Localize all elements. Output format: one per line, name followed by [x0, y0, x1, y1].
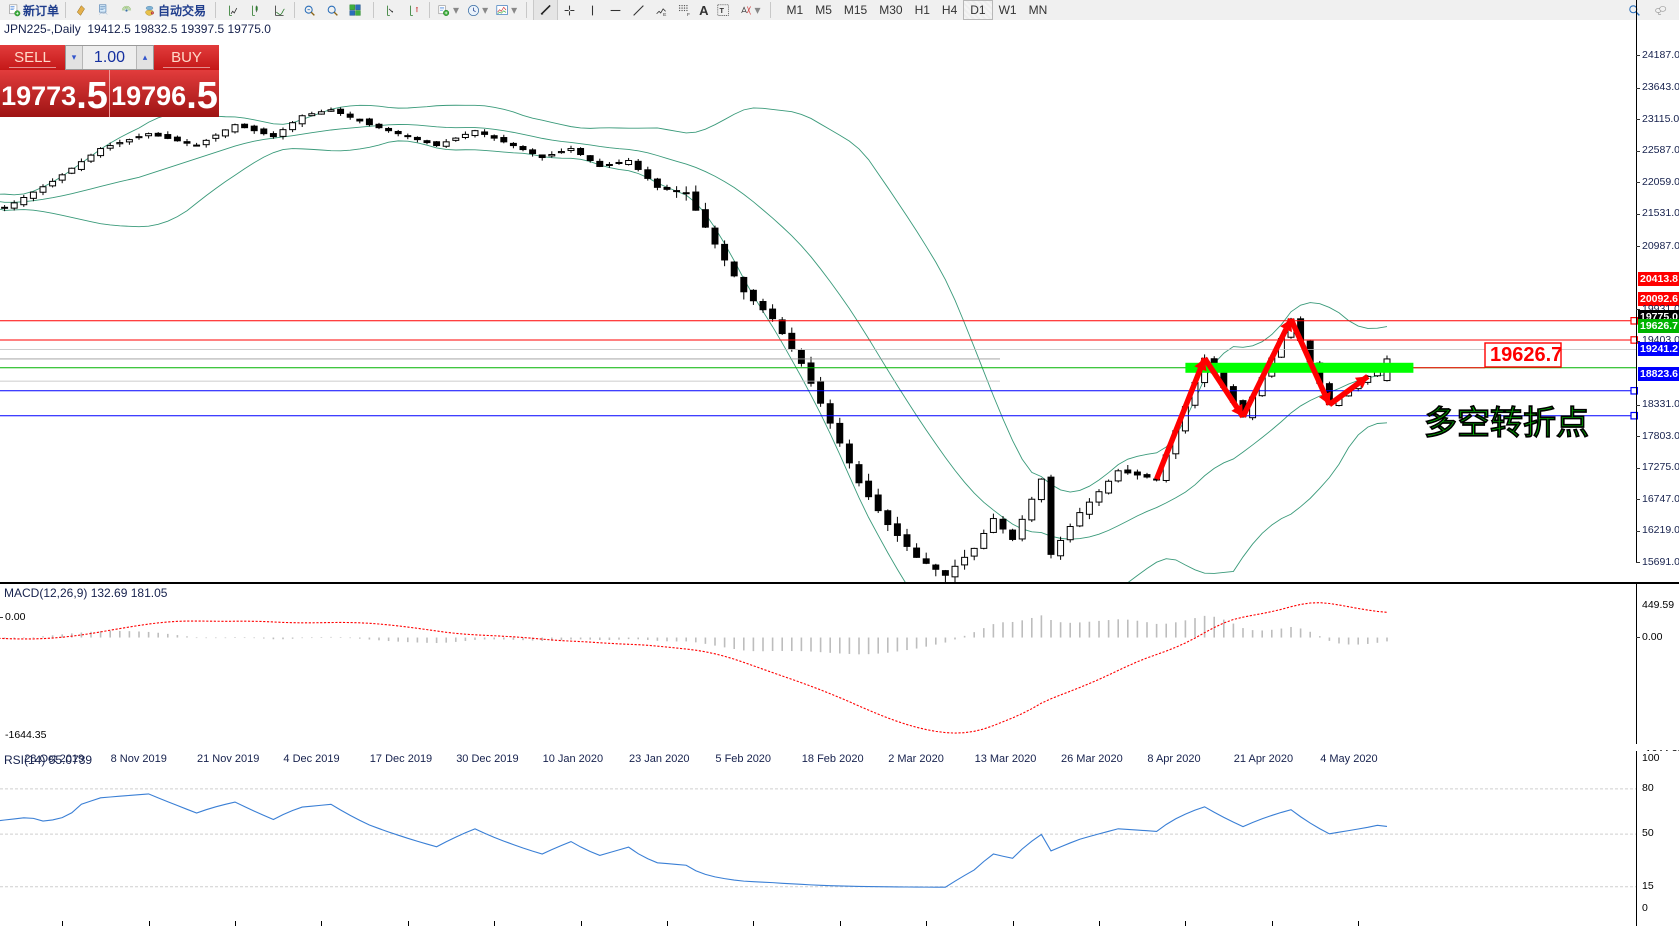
svg-text:19626.7: 19626.7 [1490, 344, 1562, 366]
svg-text:多空转折点: 多空转折点 [1424, 404, 1589, 441]
svg-text:E: E [663, 12, 667, 17]
svg-text:T: T [719, 5, 724, 14]
svg-text:F: F [687, 12, 690, 17]
